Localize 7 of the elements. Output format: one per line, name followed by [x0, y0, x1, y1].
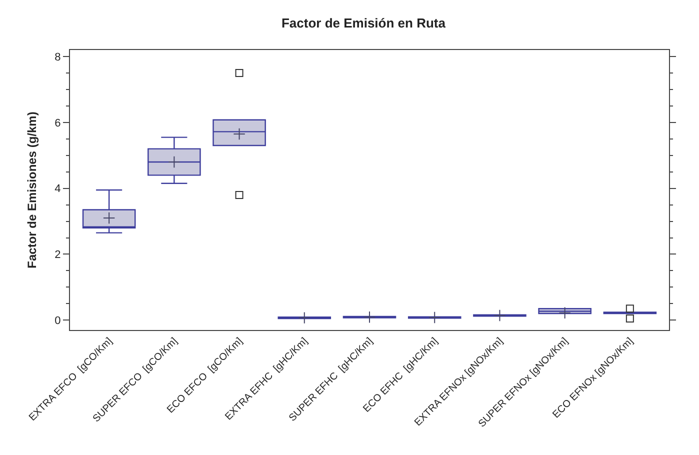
y-axis-title: Factor de Emisiones (g/km) [24, 112, 39, 268]
y-tick-label: 8 [54, 51, 61, 64]
y-tick-label: 4 [54, 183, 61, 196]
y-tick-label: 2 [54, 249, 61, 262]
y-tick-label: 0 [54, 314, 61, 327]
y-tick-label: 6 [54, 117, 61, 130]
chart-title: Factor de Emisión en Ruta [281, 15, 446, 30]
